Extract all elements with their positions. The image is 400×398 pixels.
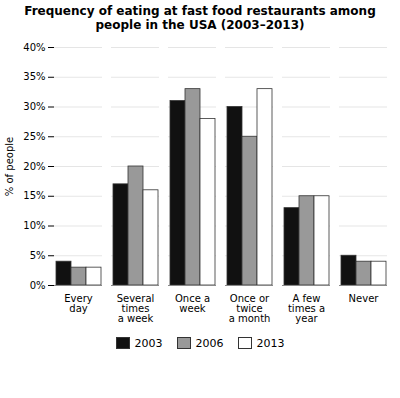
svg-text:5%: 5% [30,250,46,261]
svg-text:A fewtimes ayear: A fewtimes ayear [288,292,325,323]
svg-text:35%: 35% [23,71,45,82]
svg-text:Everyday: Everyday [64,292,93,313]
svg-text:Once ortwicea month: Once ortwicea month [229,292,271,323]
svg-text:30%: 30% [23,101,45,112]
html-text:2006: 2006 [195,336,224,350]
svg-text:% of people: % of people [4,137,15,196]
svg-text:Once aweek: Once aweek [175,292,210,313]
svg-text:0%: 0% [30,279,46,290]
svg-text:10%: 10% [23,220,45,231]
svg-text:Severaltimesa week: Severaltimesa week [117,292,155,323]
svg-text:40%: 40% [23,41,45,52]
svg-text:20%: 20% [23,160,45,171]
html-text:2013: 2013 [256,336,285,350]
svg-text:Never: Never [349,292,380,303]
html-text:Frequency of eating at fast fo: Frequency of eating at fast food restaur… [24,4,376,33]
svg-text:15%: 15% [23,190,45,201]
svg-text:25%: 25% [23,131,45,142]
html-text:2003: 2003 [134,336,163,350]
